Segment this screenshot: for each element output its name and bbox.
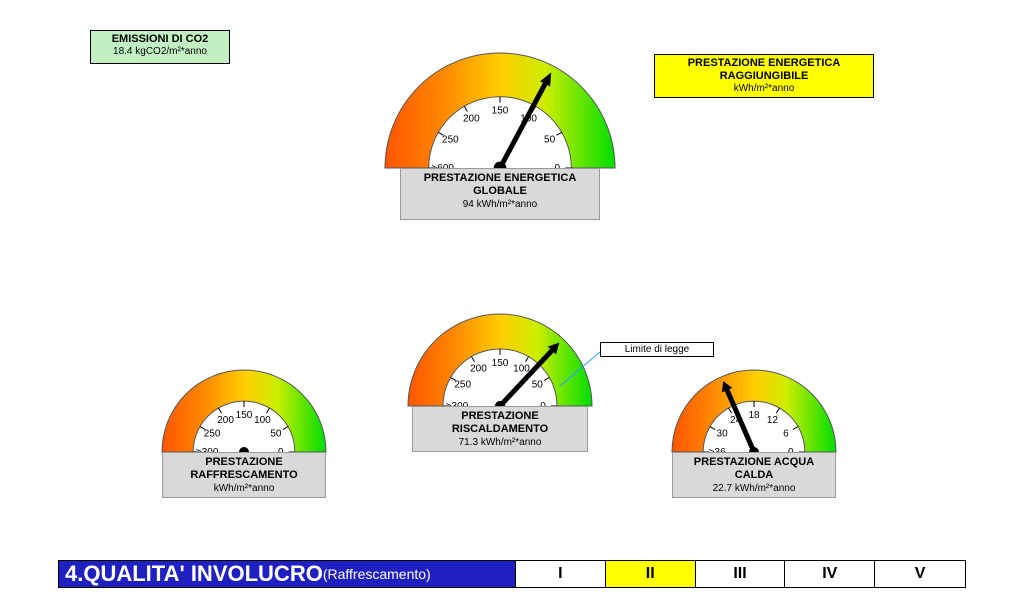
- quality-cell-V[interactable]: V: [875, 561, 965, 587]
- gauge-value: 22.7 kWh/m²*anno: [675, 483, 833, 495]
- gauge-title: PRESTAZIONE RAFFRESCAMENTO: [165, 456, 323, 482]
- gauge-title: PRESTAZIONE ENERGETICA GLOBALE: [403, 172, 597, 198]
- gauge-tick-label: 250: [454, 379, 471, 390]
- gauge-title: PRESTAZIONE ACQUA CALDA: [675, 456, 833, 482]
- gauge-tick-label: 150: [492, 106, 509, 117]
- gauge-value: kWh/m²*anno: [165, 483, 323, 495]
- gauge-value: 71.3 kWh/m²*anno: [415, 437, 585, 449]
- gauge-tick-label: 150: [492, 358, 509, 369]
- gauge-riscaldamento: >300250200150100500: [398, 304, 602, 416]
- gauge-label-raffrescamento: PRESTAZIONE RAFFRESCAMENTOkWh/m²*anno: [162, 452, 326, 498]
- gauge-tick-label: 250: [442, 134, 459, 145]
- gauge-globale: >600250200150100500: [375, 43, 625, 178]
- gauge-tick-label: 30: [717, 429, 729, 440]
- gauge-tick-label: 50: [544, 134, 556, 145]
- gauge-tick-label: 150: [236, 410, 253, 421]
- gauge-acqua: >363024181260: [662, 360, 846, 462]
- gauge-tick-label: 200: [463, 113, 480, 124]
- quality-bar: 4.QUALITA' INVOLUCRO(Raffrescamento)IIII…: [58, 560, 966, 588]
- gauge-tick-label: 100: [254, 415, 271, 426]
- gauge-tick-label: 200: [217, 415, 234, 426]
- gauge-tick-label: 18: [748, 410, 760, 421]
- gauge-raffrescamento: >300250200150100500: [152, 360, 336, 462]
- gauge-value: 94 kWh/m²*anno: [403, 199, 597, 211]
- co2-title: EMISSIONI DI CO2: [95, 33, 225, 46]
- co2-value: 18.4 kgCO2/m²*anno: [95, 46, 225, 58]
- limit-label-box: Limite di legge: [600, 342, 714, 357]
- gauge-tick-label: 50: [270, 429, 282, 440]
- gauge-tick-label: 6: [783, 429, 789, 440]
- gauge-tick-label: 12: [767, 415, 779, 426]
- reachable-title: PRESTAZIONE ENERGETICA RAGGIUNGIBILE: [659, 57, 869, 83]
- quality-bar-title-text: 4.QUALITA' INVOLUCRO: [65, 561, 323, 587]
- gauge-tick-label: 250: [204, 429, 221, 440]
- gauge-label-globale: PRESTAZIONE ENERGETICA GLOBALE94 kWh/m²*…: [400, 168, 600, 220]
- quality-cell-III[interactable]: III: [696, 561, 786, 587]
- gauge-label-riscaldamento: PRESTAZIONE RISCALDAMENTO71.3 kWh/m²*ann…: [412, 406, 588, 452]
- gauge-tick-label: 50: [532, 379, 544, 390]
- reachable-unit: kWh/m²*anno: [659, 83, 869, 95]
- quality-bar-subtitle: (Raffrescamento): [323, 566, 431, 582]
- quality-cell-II[interactable]: II: [606, 561, 696, 587]
- reachable-performance-box: PRESTAZIONE ENERGETICA RAGGIUNGIBILEkWh/…: [654, 54, 874, 98]
- gauge-tick-label: 200: [470, 364, 487, 375]
- quality-bar-title: 4.QUALITA' INVOLUCRO(Raffrescamento): [59, 561, 516, 587]
- quality-cell-IV[interactable]: IV: [785, 561, 875, 587]
- gauge-title: PRESTAZIONE RISCALDAMENTO: [415, 410, 585, 436]
- gauge-label-acqua: PRESTAZIONE ACQUA CALDA22.7 kWh/m²*anno: [672, 452, 836, 498]
- co2-emissions-box: EMISSIONI DI CO218.4 kgCO2/m²*anno: [90, 30, 230, 64]
- quality-cell-I[interactable]: I: [516, 561, 606, 587]
